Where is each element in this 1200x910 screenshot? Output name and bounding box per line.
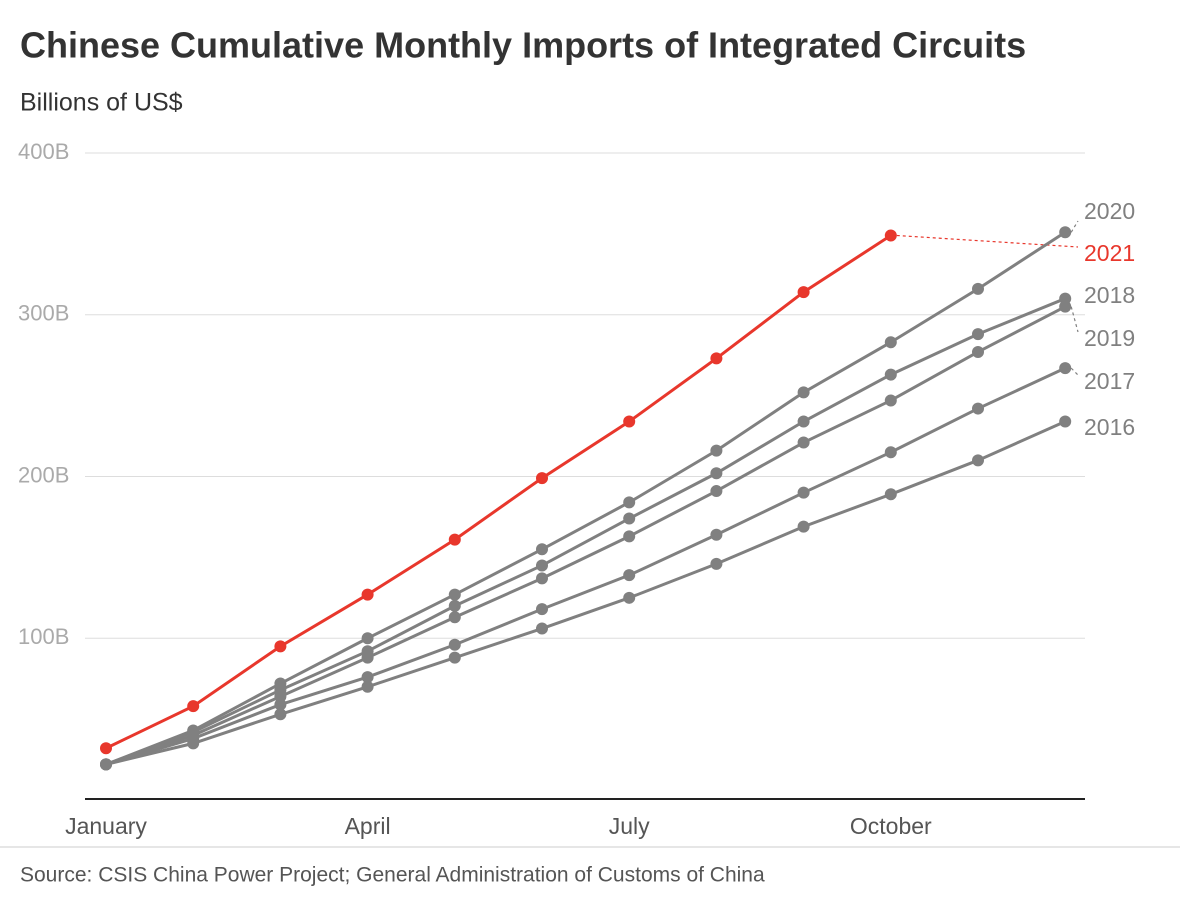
data-point: [361, 671, 374, 684]
y-tick-label: 200B: [18, 462, 69, 487]
data-point: [623, 512, 636, 525]
legend-label: 2021: [1084, 240, 1135, 266]
data-point: [361, 680, 374, 693]
data-point: [536, 559, 548, 572]
data-point: [536, 622, 548, 635]
data-point: [361, 632, 374, 645]
data-point: [274, 677, 287, 690]
series-line: [105, 366, 1066, 766]
data-point: [623, 496, 636, 509]
data-point: [448, 599, 461, 612]
data-point: [972, 454, 984, 467]
data-point: [448, 588, 461, 601]
y-tick-label: 300B: [18, 301, 69, 326]
data-point: [710, 444, 723, 457]
data-point: [1059, 362, 1072, 375]
data-point: [187, 700, 200, 713]
x-tick-label: July: [609, 813, 650, 839]
data-point: [972, 345, 984, 358]
data-point: [623, 591, 636, 604]
data-point: [1059, 415, 1072, 428]
data-point: [710, 467, 723, 480]
y-tick-label: 100B: [18, 624, 69, 649]
data-point: [710, 352, 723, 365]
data-point: [100, 742, 112, 755]
series-line: [105, 305, 1066, 766]
data-point: [623, 415, 636, 428]
data-point: [623, 569, 636, 582]
data-point: [448, 638, 461, 651]
legend-label: 2020: [1084, 198, 1135, 224]
data-point: [710, 557, 723, 570]
x-tick-label: October: [850, 813, 932, 839]
legend-label: 2017: [1084, 368, 1135, 394]
data-point: [797, 286, 810, 299]
data-point: [797, 415, 810, 428]
data-point: [536, 543, 548, 556]
legend-label: 2018: [1084, 282, 1135, 308]
data-point: [884, 446, 897, 459]
x-tick-label: January: [65, 813, 147, 839]
data-point: [884, 394, 897, 407]
legend-label: 2016: [1084, 414, 1135, 440]
data-point: [710, 528, 723, 541]
legend-label: 2019: [1084, 325, 1135, 351]
leader-line: [1070, 367, 1079, 376]
series-line: [105, 234, 892, 750]
data-point: [100, 758, 112, 771]
data-point: [448, 611, 461, 624]
chart-subtitle: Billions of US$: [20, 89, 183, 117]
data-point: [187, 724, 200, 737]
series-line: [105, 297, 1066, 766]
data-point: [361, 645, 374, 658]
data-point: [710, 485, 723, 498]
data-point: [623, 530, 636, 543]
data-point: [448, 533, 461, 546]
leader-line: [1070, 306, 1079, 333]
data-point: [884, 229, 897, 242]
data-point: [797, 520, 810, 533]
data-point: [972, 328, 984, 341]
series-line: [105, 420, 1066, 766]
data-point: [536, 603, 548, 616]
data-point: [797, 486, 810, 499]
data-point: [361, 588, 374, 601]
data-point: [536, 472, 548, 485]
x-tick-label: April: [345, 813, 391, 839]
data-point: [274, 640, 287, 653]
leader-line: [1070, 220, 1079, 233]
data-point: [274, 708, 287, 721]
data-point: [448, 651, 461, 664]
data-point: [884, 488, 897, 501]
data-point: [536, 572, 548, 585]
chart-title: Chinese Cumulative Monthly Imports of In…: [20, 25, 1026, 66]
data-point: [884, 368, 897, 381]
source: Source: CSIS China Power Project; Genera…: [20, 864, 765, 887]
data-point: [1059, 226, 1072, 239]
data-point: [884, 336, 897, 349]
series-line: [105, 230, 1067, 766]
data-point: [1059, 292, 1072, 305]
data-point: [797, 436, 810, 449]
data-point: [797, 386, 810, 399]
y-tick-label: 400B: [18, 139, 69, 164]
data-point: [972, 402, 984, 415]
data-point: [972, 282, 984, 295]
